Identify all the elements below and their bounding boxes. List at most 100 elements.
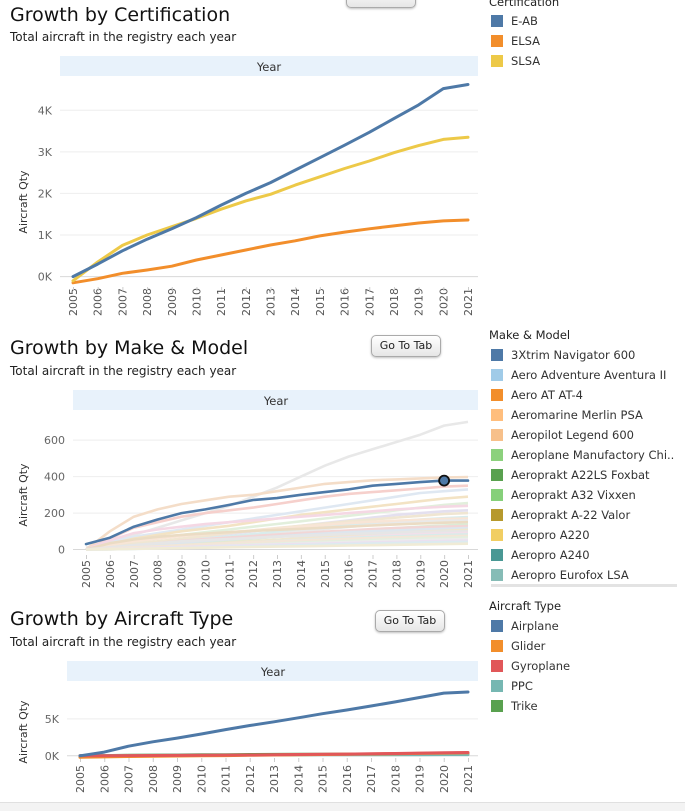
legend-label: Aeroplane Manufactory Chi..	[511, 448, 675, 462]
x-tick-label: 2014	[289, 288, 302, 316]
cert-year-header-bg	[60, 56, 478, 76]
make-year-header: Year	[263, 394, 289, 408]
legend-item[interactable]: 3Xtrim Navigator 600	[491, 345, 674, 365]
background-series-line[interactable]	[85, 504, 469, 551]
legend-swatch	[491, 55, 503, 67]
background-series-line[interactable]	[85, 484, 469, 551]
legend-swatch	[491, 620, 503, 632]
make-legend-scrollbar[interactable]	[491, 584, 677, 587]
x-tick-label: 2013	[271, 560, 284, 588]
make-legend-title: Make & Model	[489, 328, 571, 342]
legend-swatch	[491, 409, 503, 421]
background-series-line[interactable]	[85, 488, 469, 551]
legend-item[interactable]: PPC	[491, 676, 570, 696]
x-tick-label: 2016	[339, 288, 352, 316]
x-tick-label: 2007	[128, 560, 141, 588]
x-tick-label: 2010	[195, 765, 208, 793]
x-tick-label: 2016	[343, 560, 356, 588]
legend-item[interactable]: Aeropro Eurofox LSA	[491, 565, 674, 585]
legend-label: ELSA	[511, 34, 541, 48]
legend-item[interactable]: Aeropro A220	[491, 525, 674, 545]
legend-item[interactable]: Aeroplane Manufactory Chi..	[491, 445, 674, 465]
legend-label: Aeroprakt A-22 Valor	[511, 508, 631, 522]
x-tick-label: 2014	[292, 765, 305, 793]
x-tick-label: 2018	[390, 560, 403, 588]
background-series-line[interactable]	[85, 542, 469, 551]
legend-label: Aeromarine Merlin PSA	[511, 408, 643, 422]
y-tick-label: 1K	[38, 229, 53, 242]
legend-label: 3Xtrim Navigator 600	[511, 348, 636, 362]
x-tick-label: 2018	[389, 765, 402, 793]
x-tick-label: 2009	[171, 765, 184, 793]
x-tick-label: 2011	[215, 288, 228, 316]
legend-item[interactable]: ELSA	[491, 31, 540, 51]
x-tick-label: 2021	[462, 765, 475, 793]
legend-item[interactable]: Aeroprakt A22LS Foxbat	[491, 465, 674, 485]
y-tick-label: 200	[44, 507, 65, 520]
legend-item[interactable]: Aero Adventure Aventura II	[491, 365, 674, 385]
x-tick-label: 2012	[244, 765, 257, 793]
legend-label: Gyroplane	[511, 659, 571, 673]
make-legend: 3Xtrim Navigator 600 Aero Adventure Avent…	[491, 345, 674, 585]
legend-label: Airplane	[511, 619, 559, 633]
legend-label: PPC	[511, 679, 533, 693]
make-go-to-tab-button[interactable]: Go To Tab	[371, 335, 441, 357]
type-y-axis-label: Aircraft Qty	[17, 700, 30, 764]
legend-label: Trike	[511, 699, 538, 713]
x-tick-label: 2012	[240, 288, 253, 316]
x-tick-label: 2019	[414, 560, 427, 588]
x-tick-label: 2006	[104, 560, 117, 588]
legend-item[interactable]: Trike	[491, 696, 570, 716]
series-line-slsa[interactable]	[71, 135, 470, 283]
background-series-line[interactable]	[85, 475, 469, 551]
x-tick-label: 2015	[314, 288, 327, 316]
background-series-line[interactable]	[85, 520, 469, 551]
legend-item[interactable]: Aeromarine Merlin PSA	[491, 405, 674, 425]
legend-item[interactable]: Airplane	[491, 616, 570, 636]
legend-swatch	[491, 35, 503, 47]
cert-chart: Year Aircraft Qty 0K 1K 2K 3K 4K 2005 2006 2007…	[17, 56, 478, 316]
type-legend-title: Aircraft Type	[489, 599, 562, 613]
series-line-3xtrim-navigator-600[interactable]	[84, 479, 470, 546]
legend-item[interactable]: Glider	[491, 636, 570, 656]
y-tick-label: 0K	[38, 271, 53, 284]
type-go-to-tab-button[interactable]: Go To Tab	[375, 610, 445, 632]
legend-item[interactable]: Aeropilot Legend 600	[491, 425, 674, 445]
type-legend: Airplane Glider Gyroplane PPC Trike	[491, 616, 570, 716]
legend-item[interactable]: E-AB	[491, 11, 540, 31]
x-tick-label: 2020	[438, 560, 451, 588]
legend-label: SLSA	[511, 54, 541, 68]
legend-item[interactable]: Gyroplane	[491, 656, 570, 676]
legend-item[interactable]: Aeropro A240	[491, 545, 674, 565]
type-title: Growth by Aircraft Type	[10, 608, 234, 630]
legend-swatch	[491, 389, 503, 401]
y-tick-label: 600	[44, 434, 65, 447]
series-line-airplane[interactable]	[78, 690, 470, 758]
legend-label: Aeropro A220	[511, 528, 590, 542]
y-tick-label: 0K	[45, 750, 60, 763]
legend-item[interactable]: SLSA	[491, 51, 540, 71]
type-year-header: Year	[260, 665, 286, 679]
cert-go-to-tab-button[interactable]: Go To Tab	[346, 0, 416, 8]
x-tick-label: 2020	[437, 288, 450, 316]
x-tick-label: 2020	[438, 765, 451, 793]
x-tick-label: 2017	[365, 765, 378, 793]
type-year-header-bg	[67, 661, 478, 681]
x-tick-label: 2018	[388, 288, 401, 316]
background-series-line[interactable]	[85, 530, 469, 551]
series-line-e-ab[interactable]	[71, 83, 470, 279]
legend-swatch	[491, 429, 503, 441]
x-tick-label: 2007	[123, 765, 136, 793]
cert-legend: E-AB ELSA SLSA	[491, 11, 540, 71]
legend-item[interactable]: Aeroprakt A-22 Valor	[491, 505, 674, 525]
series-line-gyroplane[interactable]	[78, 751, 470, 758]
x-tick-label: 2017	[367, 560, 380, 588]
legend-item[interactable]: Aero AT AT-4	[491, 385, 674, 405]
cert-y-axis-label: Aircraft Qty	[17, 170, 30, 234]
highlight-point[interactable]	[438, 474, 451, 487]
make-chart: Year Aircraft Qty 0 200 400 600 2005 2006 2007…	[17, 390, 478, 588]
x-tick-label: 2019	[413, 288, 426, 316]
series-line-elsa[interactable]	[71, 218, 470, 285]
legend-swatch	[491, 569, 503, 581]
legend-item[interactable]: Aeroprakt A32 Vixxen	[491, 485, 674, 505]
